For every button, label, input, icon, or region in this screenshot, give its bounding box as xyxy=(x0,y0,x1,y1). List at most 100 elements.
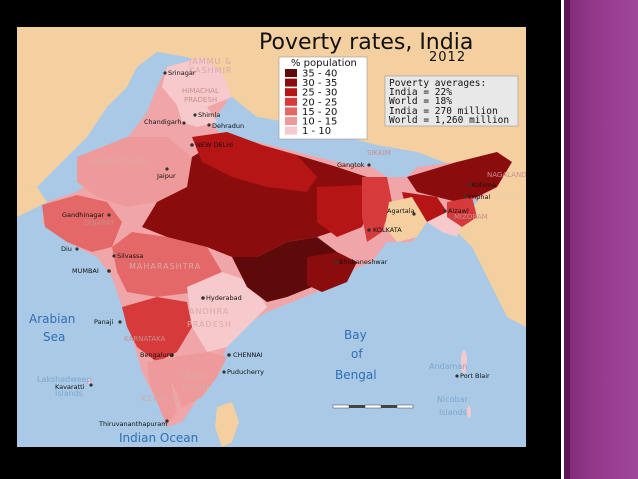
averages-background xyxy=(384,75,519,127)
andaman-islands xyxy=(461,350,467,374)
city-label-jaipur: Jaipur xyxy=(156,172,176,180)
legend-label-3: 25 - 30 xyxy=(302,88,337,99)
region-label-mizoram: MIZORAM xyxy=(454,213,488,221)
nicobar-islands xyxy=(467,406,471,418)
region-west-bengal xyxy=(362,177,392,242)
region-label-sikkim: SIKKIM xyxy=(367,149,391,157)
region-rajasthan xyxy=(77,137,192,207)
legend-swatch-4 xyxy=(285,97,297,106)
map-year: 2012 xyxy=(429,50,466,65)
city-dot-kohima xyxy=(467,183,471,187)
averages-world-percent: World = 18% xyxy=(389,96,452,107)
city-label-bhubaneshwar: Bhubaneshwar xyxy=(339,258,388,266)
scale-bar-segment-5 xyxy=(396,404,414,409)
city-dot-kolkata xyxy=(367,228,371,232)
sea-label-arabian: Arabian xyxy=(29,312,75,326)
city-dot-bengaluru xyxy=(170,353,174,357)
region-label-andaman: Andaman xyxy=(429,362,467,371)
region-bihar xyxy=(317,185,372,237)
city-dot-chennai xyxy=(227,353,231,357)
region-label-islands-lk: Islands xyxy=(55,389,83,398)
legend-label-4: 20 - 25 xyxy=(302,97,337,108)
averages-world-million: World = 1,260 million xyxy=(389,115,509,126)
city-dot-hyderabad xyxy=(201,296,205,300)
city-label-shimla: Shimla xyxy=(198,111,220,119)
region-label-kerala: KERALA xyxy=(141,394,178,403)
city-label-port-blair: Port Blair xyxy=(460,372,490,380)
city-label-panaji: Panaji xyxy=(94,318,114,326)
region-label-himachal: HIMACHAL xyxy=(182,87,219,95)
city-dot-jaipur xyxy=(165,167,169,171)
region-label-karnataka: KARNATAKA xyxy=(124,335,166,343)
legend-label-6: 10 - 15 xyxy=(302,117,337,128)
scale-bar xyxy=(332,404,414,409)
city-dot-puducherry xyxy=(222,370,226,374)
neighbour-land-east xyxy=(457,187,526,327)
region-himachal xyxy=(177,105,217,127)
city-label-chennai: CHENNAI xyxy=(233,351,263,359)
city-label-puducherry: Puducherry xyxy=(227,368,264,376)
neighbour-sri-lanka xyxy=(215,402,239,447)
region-label-nadu: NADU xyxy=(182,383,209,392)
legend-swatch-5 xyxy=(285,107,297,116)
legend-swatch-2 xyxy=(285,78,297,87)
city-label-kavaratti: Kavaratti xyxy=(55,383,85,391)
city-dot-chandigarh xyxy=(182,121,186,125)
city-label-gandhinagar: Gandhinagar xyxy=(62,211,104,219)
region-odisha xyxy=(307,252,357,292)
sea-label-indian-ocean: Indian Ocean xyxy=(119,431,198,445)
city-dot-thiruvananthapuram xyxy=(165,419,169,423)
city-label-agartala: Agartala xyxy=(387,207,415,215)
india-poverty-map: Poverty rates, India 2012 % population 3… xyxy=(17,27,526,447)
region-label-gujarat: GUJARAT xyxy=(84,219,115,227)
region-label-maharashtra: MAHARASHTRA xyxy=(129,262,201,271)
averages-india-million: India = 270 million xyxy=(389,106,498,117)
city-dot-panaji xyxy=(118,320,122,324)
region-gujarat xyxy=(42,195,122,252)
scale-bar-segment-3 xyxy=(364,404,382,409)
city-dot-port-blair xyxy=(455,374,459,378)
lakshadweep-islands xyxy=(87,379,91,385)
region-label-pradesh-hp: PRADESH xyxy=(184,96,217,104)
region-label-jammu: JAMMU & xyxy=(188,57,232,66)
city-label-chandigarh: Chandigarh xyxy=(144,118,181,126)
city-dot-srinagar xyxy=(163,71,167,75)
region-label-nagaland: NAGALAND xyxy=(487,171,526,179)
scale-bar-segment-4 xyxy=(381,405,397,408)
city-label-bengaluru: Bengaluru xyxy=(140,351,173,359)
averages-title: Poverty averages: xyxy=(389,78,486,89)
sea-label-sea: Sea xyxy=(43,330,65,344)
legend-swatch-7 xyxy=(285,126,297,135)
region-andhra xyxy=(187,272,267,352)
city-label-thiruvananthapuram: Thiruvananthapuram xyxy=(98,420,168,428)
poverty-map-panel: Poverty rates, India 2012 % population 3… xyxy=(17,27,526,447)
legend-label-5: 15 - 20 xyxy=(302,107,337,118)
averages-india-percent: India = 22% xyxy=(389,87,452,98)
region-maharashtra xyxy=(112,232,222,297)
region-label-kashmir: KASHMIR xyxy=(189,66,233,75)
region-label-lakshadweep: Lakshadweep xyxy=(37,375,92,384)
region-uttar-pradesh xyxy=(192,132,317,192)
city-label-srinagar: Srinagar xyxy=(168,69,196,77)
city-dot-mumbai xyxy=(107,269,111,273)
scale-bar-segment-1 xyxy=(332,404,350,409)
region-label-rajasthan: RAJASTHAN xyxy=(92,157,147,166)
city-dot-agartala xyxy=(412,212,416,216)
city-label-silvassa: Silvassa xyxy=(117,252,143,260)
slide-decoration-strip xyxy=(561,0,638,479)
city-label-diu: Diu xyxy=(61,245,72,253)
sea-label-bay: Bay xyxy=(344,328,367,342)
neighbour-land-west xyxy=(17,187,47,217)
region-karnataka xyxy=(122,297,192,362)
region-label-pradesh-ap: PRADESH xyxy=(187,320,232,329)
legend-label-2: 30 - 35 xyxy=(302,78,337,89)
neighbour-land-north xyxy=(17,27,526,202)
legend-label-1: 35 - 40 xyxy=(302,69,337,80)
neighbour-bangladesh xyxy=(385,197,427,242)
city-dot-new-delhi xyxy=(190,143,194,147)
region-label-andhra: ANDHRA xyxy=(189,307,229,316)
city-label-gangtok: Gangtok xyxy=(337,161,365,169)
city-label-kohima: Kohima xyxy=(472,181,496,189)
city-dot-diu xyxy=(75,247,79,251)
city-dot-dehradun xyxy=(207,123,211,127)
